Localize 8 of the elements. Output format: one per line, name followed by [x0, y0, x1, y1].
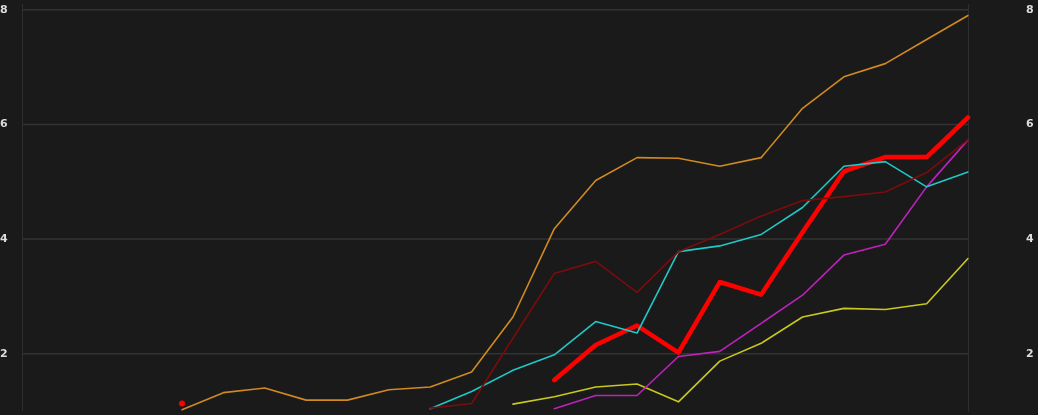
y2-tick-label: 6 — [1026, 117, 1034, 131]
y-tick-label: 8 — [0, 2, 8, 16]
y-tick-label: 4 — [0, 231, 8, 245]
y2-tick-label: 8 — [1026, 2, 1034, 16]
y2-tick-label: 4 — [1026, 231, 1034, 245]
y-tick-label: 6 — [0, 117, 8, 131]
y-tick-label: 2 — [0, 346, 8, 360]
y2-tick-label: 2 — [1026, 346, 1034, 360]
